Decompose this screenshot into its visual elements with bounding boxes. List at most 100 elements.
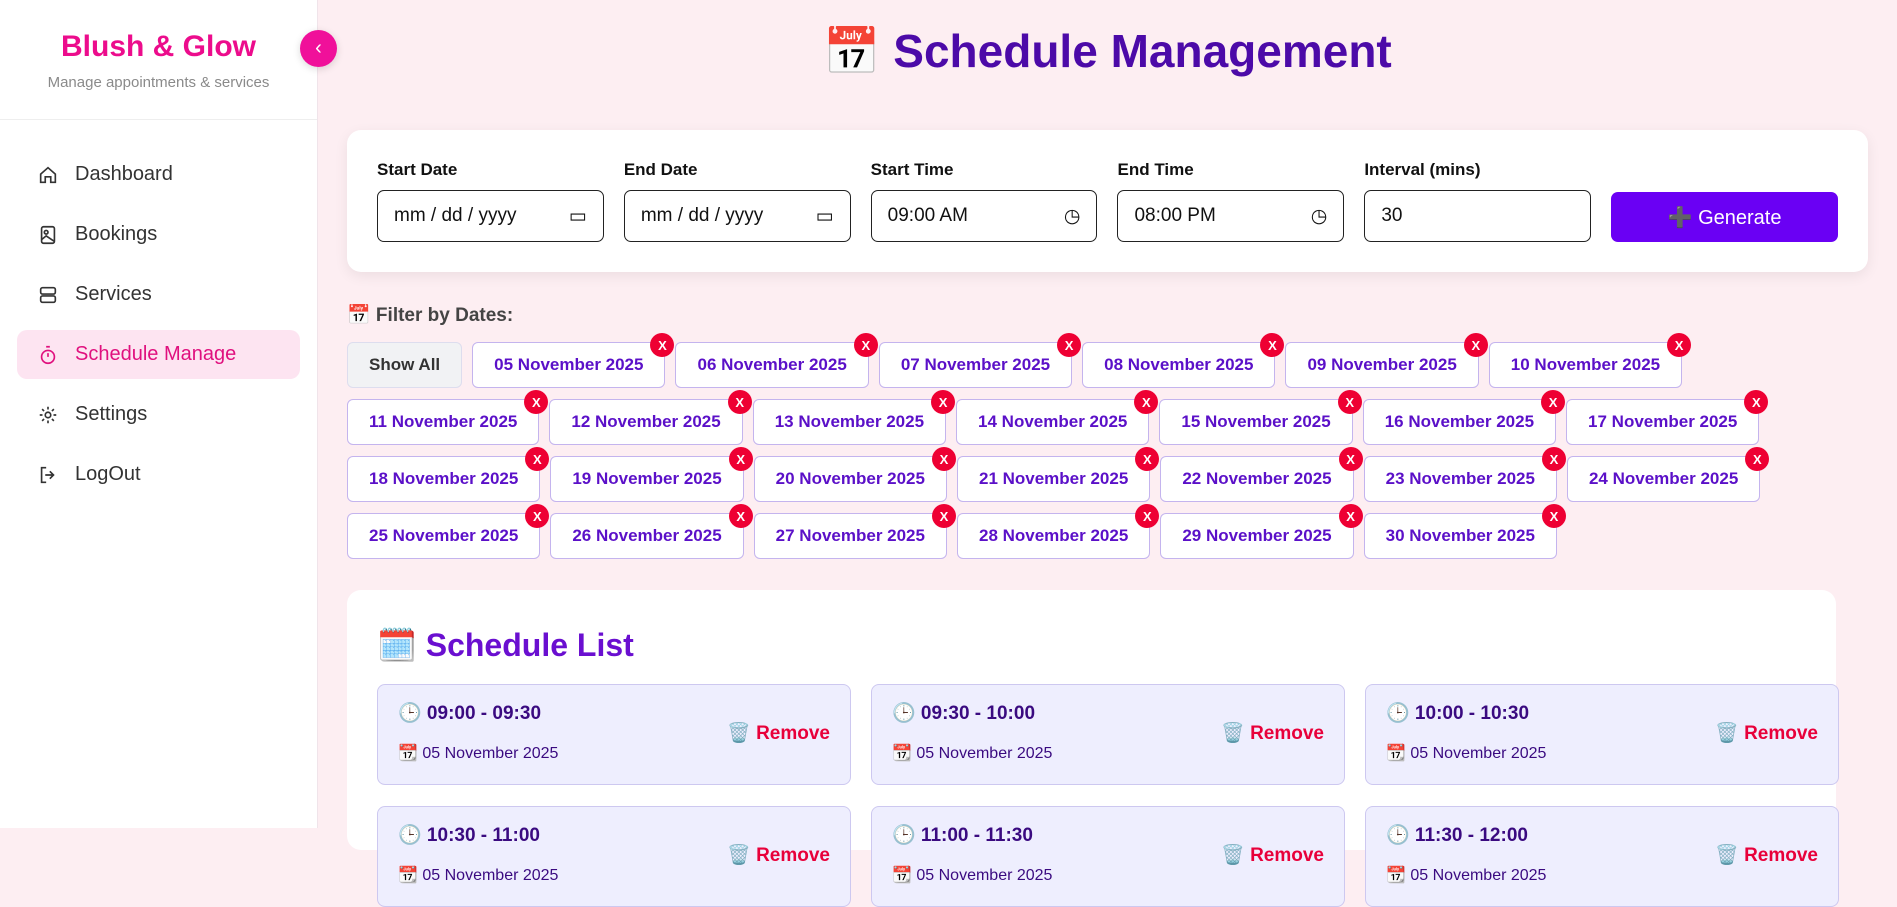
end-date-label: End Date — [623, 160, 698, 179]
chip-label: 11 November 2025 — [369, 412, 518, 431]
remove-date-button[interactable]: X — [1541, 504, 1566, 528]
date-filter-chip[interactable]: 06 November 2025 X — [675, 333, 878, 388]
sidebar-item-settings[interactable]: Settings — [17, 390, 300, 439]
remove-date-button[interactable]: X — [1057, 333, 1082, 357]
date-filter-chip[interactable]: 18 November 2025 X — [347, 447, 550, 502]
sidebar-item-label: Services — [75, 283, 152, 305]
date-filter-chip[interactable]: 10 November 2025 X — [1488, 333, 1692, 388]
remove-date-button[interactable]: X — [1135, 504, 1160, 528]
date-filter-chip[interactable]: 14 November 2025 X — [956, 390, 1159, 445]
end-time-label: End Time — [1117, 160, 1194, 179]
date-filter-chip[interactable]: 12 November 2025 X — [549, 390, 752, 445]
remove-slot-button[interactable]: 🗑️ Remove — [727, 845, 830, 866]
end-date-input[interactable]: mm / dd / yyyy ▭ — [623, 190, 851, 242]
start-date-input[interactable]: mm / dd / yyyy ▭ — [377, 190, 604, 242]
sidebar-item-dashboard[interactable]: Dashboard — [17, 150, 300, 199]
generate-button[interactable]: ➕ Generate — [1611, 192, 1838, 242]
remove-date-button[interactable]: X — [1667, 333, 1692, 357]
date-filter-chip[interactable]: 30 November 2025 X — [1363, 504, 1566, 559]
remove-slot-button[interactable]: 🗑️ Remove — [727, 723, 830, 744]
date-filter-chip[interactable]: 23 November 2025 X — [1363, 447, 1566, 502]
show-all-button[interactable]: Show All — [347, 342, 463, 388]
remove-date-button[interactable]: X — [1463, 333, 1488, 357]
remove-date-button[interactable]: X — [853, 333, 878, 357]
remove-date-button[interactable]: X — [727, 390, 752, 414]
date-filter-chip[interactable]: 15 November 2025 X — [1159, 390, 1362, 445]
date-filter-chip[interactable]: 19 November 2025 X — [550, 447, 753, 502]
date-filter-chip[interactable]: 24 November 2025 X — [1566, 447, 1770, 502]
remove-date-button[interactable]: X — [728, 447, 753, 471]
filter-label: 📅 Filter by Dates: — [347, 305, 514, 326]
date-filter-chip[interactable]: 09 November 2025 X — [1285, 333, 1488, 388]
sidebar-item-bookings[interactable]: Bookings — [17, 210, 300, 259]
collapse-sidebar-button[interactable]: ‹ — [300, 30, 337, 67]
remove-date-button[interactable]: X — [1337, 390, 1362, 414]
interval-input[interactable]: 30 — [1364, 190, 1592, 242]
sidebar-item-schedule-manage[interactable]: Schedule Manage — [17, 330, 300, 379]
date-filter-chip[interactable]: 13 November 2025 X — [752, 390, 956, 445]
date-filter-chip[interactable]: 05 November 2025 X — [472, 333, 675, 388]
remove-slot-button[interactable]: 🗑️ Remove — [1221, 845, 1324, 866]
date-filter-chip[interactable]: 20 November 2025 X — [753, 447, 956, 502]
remove-date-button[interactable]: X — [1135, 447, 1160, 471]
start-date-value: mm / dd / yyyy — [394, 205, 517, 226]
remove-date-button[interactable]: X — [524, 390, 549, 414]
remove-date-button[interactable]: X — [525, 447, 550, 471]
slot-card: 🕒 09:00 - 09:30 📆 05 November 2025 🗑️ Remo… — [377, 684, 851, 785]
remove-date-button[interactable]: X — [1134, 390, 1159, 414]
remove-date-button[interactable]: X — [1541, 447, 1566, 471]
date-filter-chip[interactable]: 29 November 2025 X — [1160, 504, 1363, 559]
chip-label: 13 November 2025 — [774, 412, 925, 431]
date-filter-chip[interactable]: 28 November 2025 X — [956, 504, 1160, 559]
date-filter-chip[interactable]: 27 November 2025 X — [753, 504, 956, 559]
remove-date-button[interactable]: X — [931, 504, 956, 528]
remove-slot-button[interactable]: 🗑️ Remove — [1715, 845, 1818, 866]
remove-slot-button[interactable]: 🗑️ Remove — [1715, 723, 1818, 744]
slot-time: 🕒 09:30 - 10:00 — [892, 703, 1036, 724]
calendar-icon[interactable]: ▭ — [815, 205, 834, 227]
end-time-input[interactable]: 08:00 PM ◷ — [1117, 190, 1345, 242]
brand-subtitle: Manage appointments & services — [47, 74, 270, 91]
remove-date-button[interactable]: X — [1260, 333, 1285, 357]
home-icon — [39, 166, 57, 183]
remove-date-button[interactable]: X — [931, 390, 956, 414]
remove-date-button[interactable]: X — [1338, 504, 1363, 528]
remove-date-button[interactable]: X — [525, 504, 550, 528]
sidebar-item-logout[interactable]: LogOut — [17, 450, 300, 499]
server-icon — [39, 286, 57, 303]
chip-label: 14 November 2025 — [978, 412, 1128, 431]
remove-date-button[interactable]: X — [650, 333, 675, 357]
date-filter-chip[interactable]: 08 November 2025 X — [1082, 333, 1285, 388]
chip-label: 16 November 2025 — [1384, 412, 1535, 431]
date-filter-chip[interactable]: 16 November 2025 X — [1362, 390, 1566, 445]
interval-label: Interval (mins) — [1364, 160, 1481, 179]
remove-date-button[interactable]: X — [1338, 447, 1363, 471]
clock-icon[interactable]: ◷ — [1063, 205, 1081, 227]
chip-label: 27 November 2025 — [775, 526, 925, 545]
chip-label: 15 November 2025 — [1181, 412, 1331, 431]
sidebar-item-services[interactable]: Services — [17, 270, 300, 319]
date-filter-chip[interactable]: 21 November 2025 X — [956, 447, 1160, 502]
gear-icon — [39, 406, 57, 423]
date-filter-chip[interactable]: 25 November 2025 X — [347, 504, 550, 559]
chip-label: 18 November 2025 — [369, 469, 519, 488]
calendar-icon[interactable]: ▭ — [568, 205, 587, 227]
remove-date-button[interactable]: X — [931, 447, 956, 471]
clock-icon[interactable]: ◷ — [1310, 205, 1328, 227]
remove-slot-button[interactable]: 🗑️ Remove — [1221, 723, 1324, 744]
chip-label: 20 November 2025 — [775, 469, 925, 488]
remove-date-button[interactable]: X — [1744, 390, 1769, 414]
remove-date-button[interactable]: X — [728, 504, 753, 528]
start-time-input[interactable]: 09:00 AM ◷ — [870, 190, 1098, 242]
chip-label: 26 November 2025 — [572, 526, 722, 545]
chip-label: 25 November 2025 — [369, 526, 519, 545]
date-filter-chip[interactable]: 07 November 2025 X — [878, 333, 1082, 388]
date-filter-chip[interactable]: 22 November 2025 X — [1160, 447, 1363, 502]
remove-date-button[interactable]: X — [1745, 447, 1770, 471]
remove-date-button[interactable]: X — [1541, 390, 1566, 414]
date-filter-chip[interactable]: 11 November 2025 X — [347, 390, 549, 445]
brand: Blush & Glow Manage appointments & servi… — [0, 0, 317, 120]
date-filter-chip[interactable]: 17 November 2025 X — [1566, 390, 1769, 445]
sidebar-item-label: LogOut — [75, 463, 141, 485]
date-filter-chip[interactable]: 26 November 2025 X — [550, 504, 753, 559]
